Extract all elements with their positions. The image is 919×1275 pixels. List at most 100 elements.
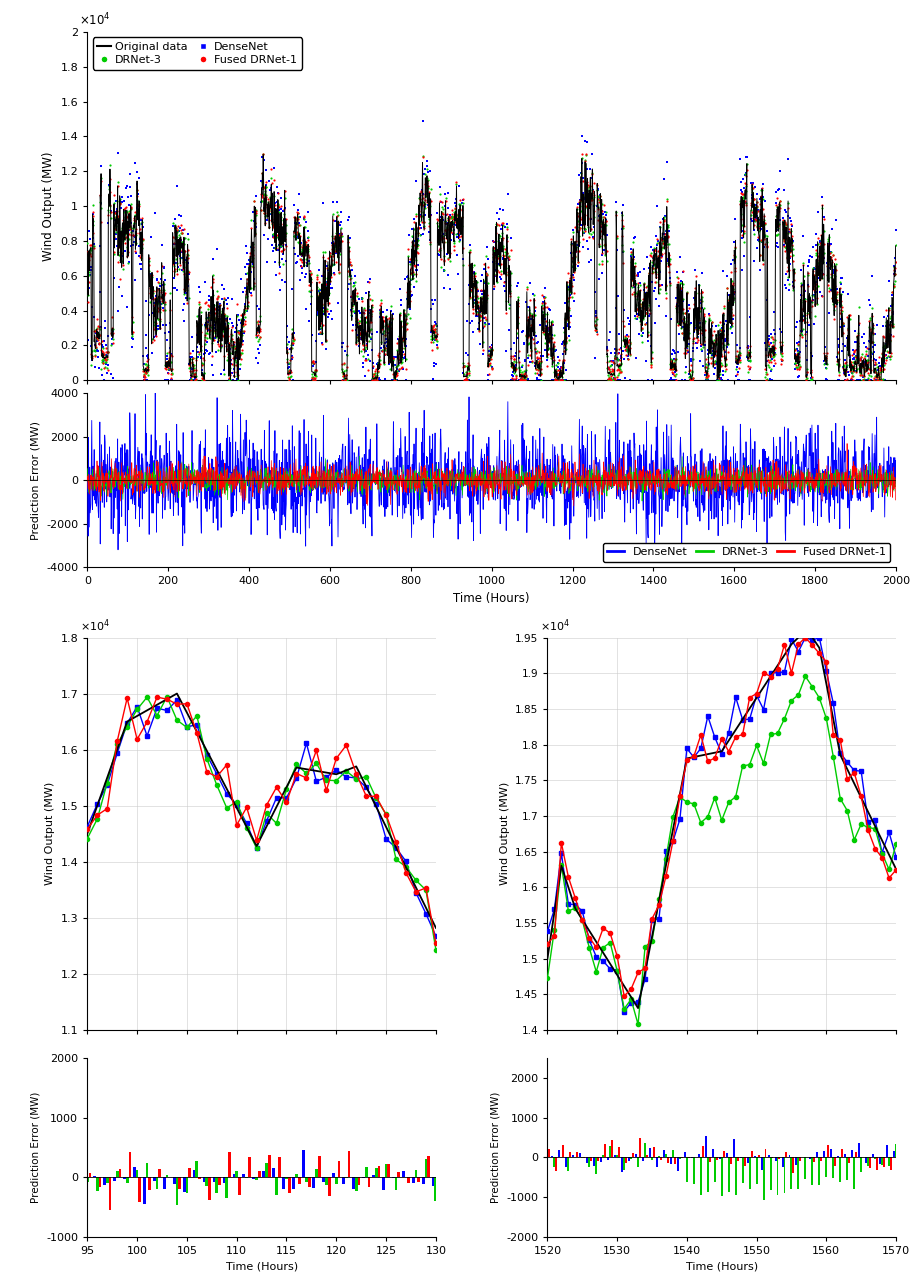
Point	[759, 363, 774, 384]
Point	[368, 370, 382, 390]
Point	[783, 246, 798, 266]
Point	[380, 330, 395, 351]
Point	[449, 245, 464, 265]
Point	[96, 358, 111, 379]
Point	[198, 334, 212, 354]
Y-axis label: Wind Output (MW): Wind Output (MW)	[500, 782, 510, 885]
Point	[302, 280, 317, 301]
Point	[672, 312, 686, 333]
Point	[466, 277, 481, 297]
Point	[858, 352, 873, 372]
Point	[364, 297, 379, 317]
Point	[834, 302, 849, 323]
Bar	[258, 1172, 261, 1177]
Point	[476, 273, 491, 293]
Point	[468, 289, 482, 310]
Point	[786, 272, 800, 292]
Point	[887, 277, 902, 297]
Point	[418, 159, 433, 180]
Point	[339, 366, 354, 386]
Point	[798, 288, 812, 309]
Point	[589, 306, 604, 326]
Point	[720, 265, 735, 286]
Point	[175, 259, 189, 279]
Bar	[800, 1158, 801, 1162]
Point	[406, 212, 421, 232]
Point	[228, 321, 243, 342]
Point	[156, 259, 171, 279]
Point	[726, 309, 741, 329]
Point	[734, 226, 749, 246]
Point	[496, 237, 511, 258]
Point	[702, 321, 717, 342]
Point	[134, 230, 149, 250]
Point	[512, 360, 527, 380]
Point	[185, 326, 199, 347]
Point	[344, 300, 358, 320]
Point	[654, 244, 669, 264]
Point	[667, 366, 682, 386]
Point	[120, 297, 135, 317]
Point	[199, 319, 213, 339]
Point	[869, 367, 884, 388]
Point	[525, 311, 539, 332]
Point	[386, 363, 401, 384]
Point	[470, 272, 484, 292]
Point	[438, 218, 453, 238]
Point	[427, 321, 442, 342]
Point	[699, 363, 714, 384]
Point	[323, 260, 338, 280]
Point	[167, 228, 182, 249]
Point	[124, 236, 139, 256]
Point	[565, 251, 580, 272]
Point	[539, 317, 554, 338]
Point	[377, 344, 391, 365]
Point	[404, 260, 419, 280]
Point	[438, 221, 453, 241]
Point	[349, 315, 364, 335]
Point	[425, 317, 439, 338]
Point	[599, 357, 614, 377]
Point	[793, 298, 808, 319]
Point	[555, 360, 570, 380]
Point	[546, 347, 561, 367]
Point	[500, 227, 515, 247]
Point	[742, 340, 756, 361]
Point	[308, 360, 323, 380]
Point	[520, 370, 535, 390]
Point	[109, 191, 124, 212]
Point	[258, 177, 273, 198]
Point	[279, 339, 294, 360]
Point	[644, 324, 659, 344]
Point	[364, 301, 379, 321]
Point	[329, 242, 344, 263]
Bar	[89, 1173, 92, 1177]
Point	[302, 264, 317, 284]
Point	[588, 302, 603, 323]
Point	[179, 245, 194, 265]
Point	[140, 362, 154, 382]
Point	[296, 235, 311, 255]
Point	[120, 241, 135, 261]
Point	[507, 349, 522, 370]
Point	[539, 356, 554, 376]
Point	[349, 317, 364, 338]
Point	[868, 367, 883, 388]
Point	[528, 343, 543, 363]
Point	[703, 320, 718, 340]
Point	[810, 288, 824, 309]
Point	[397, 338, 412, 358]
Point	[656, 209, 671, 230]
Point	[541, 328, 556, 348]
Point	[539, 339, 553, 360]
Point	[812, 236, 827, 256]
Point	[215, 335, 230, 356]
Point	[226, 332, 241, 352]
Point	[610, 349, 625, 370]
Point	[606, 370, 620, 390]
Point	[770, 196, 785, 217]
Point	[736, 215, 751, 236]
Point	[438, 205, 453, 226]
Point	[784, 214, 799, 235]
Point	[180, 240, 195, 260]
